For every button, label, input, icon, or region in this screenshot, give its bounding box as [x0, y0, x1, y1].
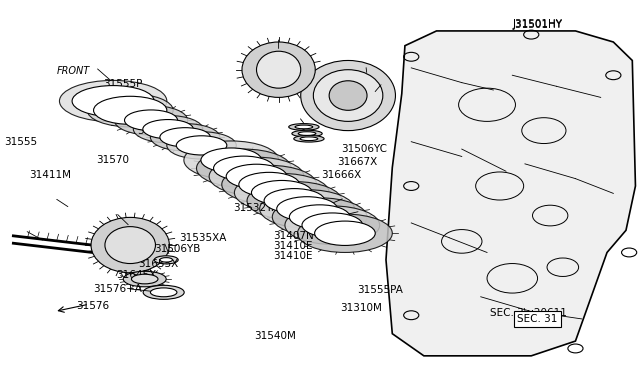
Text: SEC. 3\u20611: SEC. 3\u20611: [490, 308, 566, 318]
Ellipse shape: [285, 206, 380, 244]
Text: 31576+A: 31576+A: [93, 284, 142, 294]
Text: 31555W: 31555W: [137, 126, 180, 137]
Text: 31411M: 31411M: [29, 170, 71, 180]
Ellipse shape: [315, 221, 375, 246]
Text: 31310M: 31310M: [340, 303, 381, 313]
Ellipse shape: [302, 213, 363, 237]
Ellipse shape: [314, 70, 383, 121]
Ellipse shape: [184, 141, 278, 179]
Text: 31667X: 31667X: [337, 157, 378, 167]
Ellipse shape: [242, 42, 316, 97]
Ellipse shape: [222, 165, 317, 204]
Text: 31535XA: 31535XA: [179, 233, 227, 243]
Ellipse shape: [234, 173, 329, 212]
Ellipse shape: [247, 182, 342, 220]
Ellipse shape: [329, 81, 367, 110]
Ellipse shape: [209, 157, 304, 196]
Ellipse shape: [143, 119, 193, 139]
Ellipse shape: [176, 136, 227, 155]
Ellipse shape: [252, 180, 312, 205]
Ellipse shape: [125, 110, 177, 131]
Ellipse shape: [160, 258, 173, 262]
Ellipse shape: [289, 205, 350, 229]
Ellipse shape: [167, 132, 236, 159]
Text: J31501HY: J31501HY: [513, 19, 563, 29]
Ellipse shape: [72, 86, 154, 116]
Ellipse shape: [143, 285, 184, 299]
Text: SEC. 3⁡1: SEC. 3⁡1: [517, 314, 557, 324]
Text: 31555P: 31555P: [103, 80, 142, 89]
Ellipse shape: [257, 51, 301, 88]
Ellipse shape: [154, 256, 178, 264]
Ellipse shape: [133, 115, 203, 143]
Text: 31506YB: 31506YB: [154, 244, 201, 254]
Ellipse shape: [160, 128, 211, 147]
Text: 31655X: 31655X: [138, 259, 179, 269]
Text: 31410E: 31410E: [273, 251, 313, 261]
Ellipse shape: [60, 80, 167, 122]
Ellipse shape: [239, 172, 300, 197]
Ellipse shape: [264, 189, 324, 213]
PathPatch shape: [386, 31, 636, 356]
Ellipse shape: [276, 197, 337, 221]
Text: 31555PA: 31555PA: [356, 285, 403, 295]
Ellipse shape: [201, 148, 262, 172]
Text: 31410E: 31410E: [273, 241, 313, 251]
Ellipse shape: [298, 214, 392, 253]
Ellipse shape: [115, 106, 188, 135]
Ellipse shape: [260, 190, 355, 228]
Ellipse shape: [295, 125, 313, 129]
Text: 31540M: 31540M: [255, 331, 296, 340]
Ellipse shape: [289, 124, 319, 130]
Text: 31532YA: 31532YA: [234, 203, 280, 213]
Ellipse shape: [298, 132, 316, 135]
Ellipse shape: [131, 274, 158, 284]
Text: 31570: 31570: [97, 155, 130, 165]
Ellipse shape: [93, 96, 167, 124]
Ellipse shape: [300, 137, 318, 141]
Text: 31555: 31555: [4, 137, 38, 147]
Text: FRONT: FRONT: [57, 66, 90, 76]
Ellipse shape: [226, 164, 287, 189]
Ellipse shape: [301, 61, 396, 131]
Ellipse shape: [272, 198, 367, 236]
Text: 31666X: 31666X: [322, 170, 362, 180]
Text: 31645X: 31645X: [116, 270, 157, 280]
Ellipse shape: [105, 227, 156, 263]
Ellipse shape: [196, 149, 291, 187]
Ellipse shape: [91, 217, 170, 273]
Ellipse shape: [150, 124, 220, 151]
Text: 31407N: 31407N: [273, 231, 314, 241]
Ellipse shape: [124, 271, 166, 287]
Ellipse shape: [214, 156, 274, 180]
Text: J31501HY: J31501HY: [513, 20, 563, 31]
Text: 31576: 31576: [76, 301, 109, 311]
Ellipse shape: [294, 135, 324, 142]
Text: 31506N: 31506N: [102, 96, 143, 106]
Ellipse shape: [292, 130, 322, 137]
Ellipse shape: [150, 288, 177, 297]
Text: 31506YC: 31506YC: [341, 144, 387, 154]
Ellipse shape: [87, 94, 173, 127]
